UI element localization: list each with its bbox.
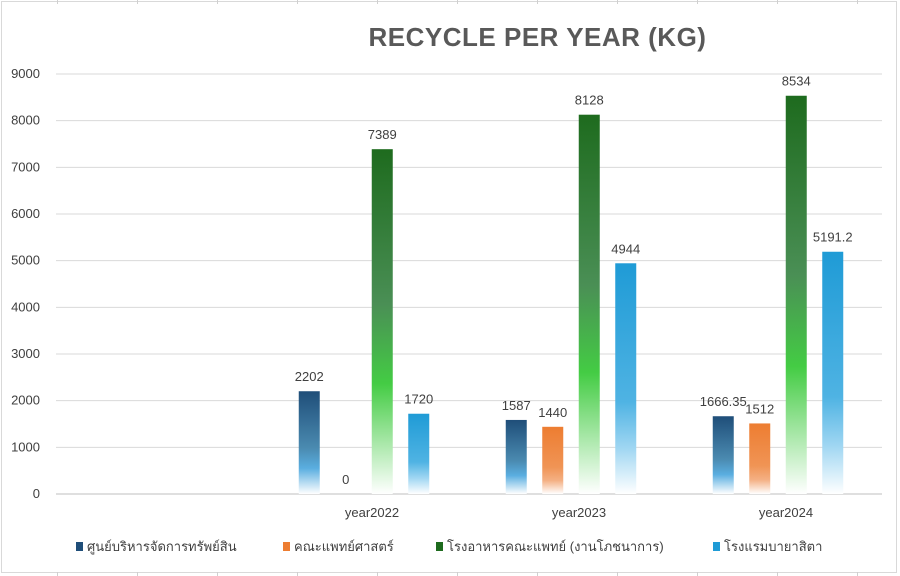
sheet-gridline-tick xyxy=(377,0,378,4)
legend-item: โรงอาหารคณะแพทย์ (งานโภชนาการ) xyxy=(436,536,664,557)
data-label: 1666.35 xyxy=(700,394,747,409)
data-label: 1512 xyxy=(745,401,774,416)
bar-year2024-series-3 xyxy=(785,95,807,494)
sheet-gridline-tick xyxy=(697,572,698,576)
legend-swatch xyxy=(76,542,83,551)
sheet-gridline-tick xyxy=(857,0,858,4)
y-tick-label: 5000 xyxy=(11,253,40,268)
y-tick-label: 2000 xyxy=(11,393,40,408)
sheet-gridline-tick xyxy=(617,572,618,576)
sheet-gridline-tick xyxy=(297,0,298,4)
data-label: 1440 xyxy=(538,405,567,420)
sheet-gridline-tick xyxy=(217,572,218,576)
sheet-gridlines-top xyxy=(0,0,900,4)
bar-year2022-series-4 xyxy=(408,413,430,494)
bar-year2022-series-1 xyxy=(298,391,320,494)
bar-year2024-series-4 xyxy=(822,251,844,494)
bar-year2024-series-1 xyxy=(712,416,734,494)
legend-label: โรงอาหารคณะแพทย์ (งานโภชนาการ) xyxy=(447,539,664,554)
bar-year2023-series-3 xyxy=(578,114,600,495)
sheet-gridline-tick xyxy=(57,0,58,4)
y-tick-label: 8000 xyxy=(11,113,40,128)
bar-year2022-series-3 xyxy=(371,149,393,494)
legend-label: ศูนย์บริหารจัดการทรัพย์สิน xyxy=(87,539,237,554)
y-tick-label: 0 xyxy=(33,486,40,501)
sheet-gridline-tick xyxy=(377,572,378,576)
y-tick-label: 7000 xyxy=(11,159,40,174)
y-tick-label: 4000 xyxy=(11,299,40,314)
data-label: 7389 xyxy=(368,127,397,142)
legend-item: คณะแพทย์ศาสตร์ xyxy=(283,536,394,557)
data-labels: 2202 0 7389 1720 1587 1440 8128 4944 1666.351512… xyxy=(295,74,853,487)
sheet-gridline-tick xyxy=(857,572,858,576)
bar-year2023-series-1 xyxy=(505,419,527,494)
x-tick-label: year2023 xyxy=(552,505,606,520)
legend-item: ศูนย์บริหารจัดการทรัพย์สิน xyxy=(76,536,237,557)
sheet-gridlines-bottom xyxy=(0,572,900,576)
y-tick-label: 3000 xyxy=(11,346,40,361)
sheet-gridline-tick xyxy=(137,0,138,4)
sheet-gridline-tick xyxy=(457,0,458,4)
sheet-gridline-tick xyxy=(537,572,538,576)
x-tick-label: year2022 xyxy=(345,505,399,520)
chart-legend: ศูนย์บริหารจัดการทรัพย์สิน คณะแพทย์ศาสตร์… xyxy=(0,536,900,558)
data-label: 8534 xyxy=(782,74,811,89)
sheet-gridline-tick xyxy=(297,572,298,576)
data-label: 1720 xyxy=(404,392,433,407)
sheet-gridline-tick xyxy=(137,572,138,576)
data-label: 4944 xyxy=(611,241,640,256)
chart-title: RECYCLE PER YEAR (KG) xyxy=(368,22,707,52)
legend-swatch xyxy=(283,542,290,551)
data-label: 0 xyxy=(342,472,349,487)
bar-year2024-series-2 xyxy=(749,423,771,494)
data-label: 5191.2 xyxy=(813,230,853,245)
bar-year2023-series-4 xyxy=(615,263,637,494)
legend-item: โรงแรมบายาสิตา xyxy=(713,536,822,557)
sheet-gridline-tick xyxy=(777,572,778,576)
x-tick-label: year2024 xyxy=(759,505,813,520)
sheet-gridline-tick xyxy=(777,0,778,4)
legend-label: โรงแรมบายาสิตา xyxy=(724,539,823,554)
gridlines xyxy=(56,73,882,495)
legend-swatch xyxy=(436,542,443,551)
y-tick-label: 1000 xyxy=(11,439,40,454)
y-tick-label: 6000 xyxy=(11,206,40,221)
sheet-gridline-tick xyxy=(537,0,538,4)
sheet-gridline-tick xyxy=(57,572,58,576)
y-axis-ticks: 0 1000 2000 3000 4000 5000 6000 7000 8000 9000 xyxy=(11,66,40,501)
legend-label: คณะแพทย์ศาสตร์ xyxy=(294,539,394,554)
x-axis-ticks: year2022 year2023 year2024 xyxy=(345,505,813,520)
sheet-gridline-tick xyxy=(457,572,458,576)
sheet-gridline-tick xyxy=(217,0,218,4)
data-label: 1587 xyxy=(502,398,531,413)
bars xyxy=(298,95,844,495)
data-label: 8128 xyxy=(575,93,604,108)
legend-swatch xyxy=(713,542,720,551)
y-tick-label: 9000 xyxy=(11,66,40,81)
bar-year2023-series-2 xyxy=(542,426,564,494)
sheet-gridline-tick xyxy=(697,0,698,4)
data-label: 2202 xyxy=(295,369,324,384)
sheet-gridline-tick xyxy=(617,0,618,4)
